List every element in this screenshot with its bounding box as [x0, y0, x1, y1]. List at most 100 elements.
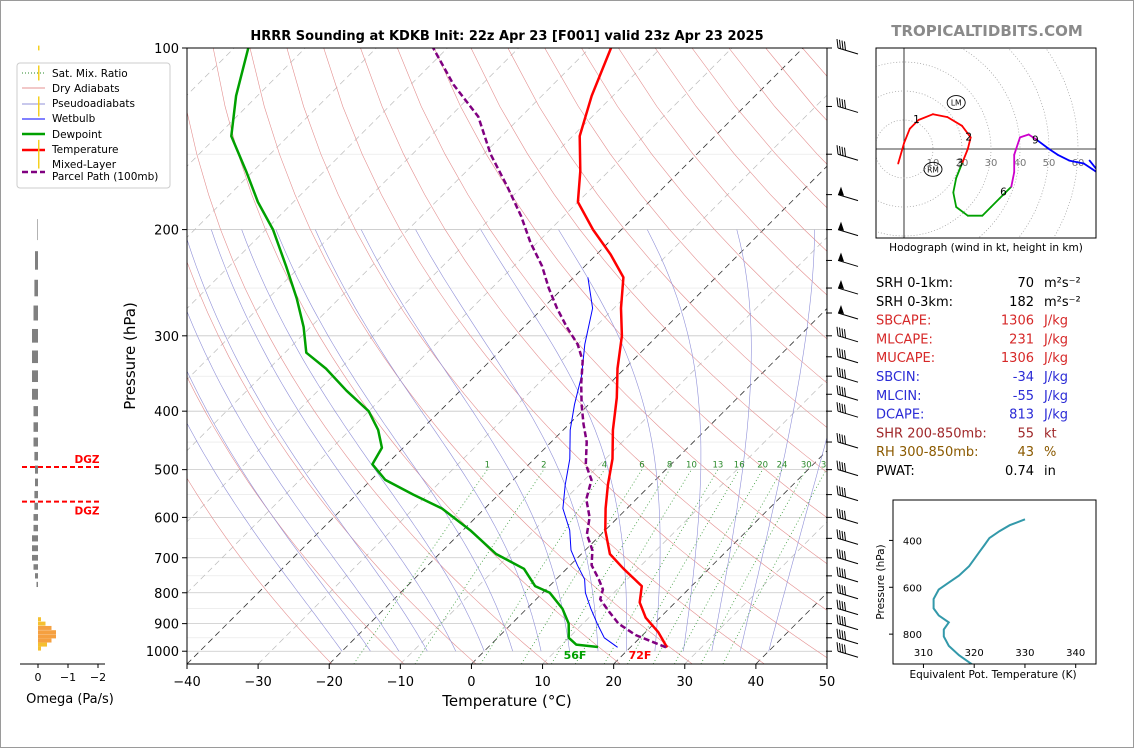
y-tick-label: 600 [154, 511, 179, 526]
hodo-segment [1068, 159, 1085, 165]
barb-pennant [838, 305, 844, 315]
theta-e-profile [932, 518, 1026, 664]
mixing-ratio-label: 6 [639, 461, 644, 471]
barb-flag [836, 367, 839, 377]
hodo-segment [1082, 162, 1094, 171]
omega-bar [38, 646, 41, 651]
wind-barb [836, 628, 859, 645]
barb-flag [836, 97, 839, 107]
barb-staff [837, 637, 859, 645]
legend-parcel-line: Mixed-Layer [52, 159, 117, 171]
barb-flag [841, 349, 844, 359]
barb-flag [839, 615, 841, 625]
hodo-segment [955, 206, 969, 217]
dry-adiabat [433, 48, 827, 519]
hodo-segment [1004, 185, 1013, 194]
barb-flag [839, 433, 841, 443]
barb-staff [837, 287, 859, 295]
wind-barb [836, 402, 859, 418]
barb-flag [839, 98, 841, 108]
barb-flag [844, 616, 846, 627]
x-tick-label: 40 [748, 675, 765, 690]
wind-barb [836, 529, 859, 545]
wind-barb [836, 145, 859, 161]
omega-bar [38, 621, 46, 626]
wind-barb [836, 38, 859, 55]
hodo-height-label: 9 [1032, 134, 1039, 146]
hodo-segment [998, 191, 1007, 200]
isotherm-line [755, 592, 827, 664]
wind-barb [836, 548, 859, 565]
barb-flag [844, 404, 846, 414]
sounding-indices: SRH 0-1km: 70 m²s⁻² SRH 0-3km: 182 m²s⁻² SBCAP… [876, 276, 1081, 479]
moist-adiabat [187, 310, 400, 652]
moist-adiabat [315, 229, 542, 652]
barb-flag [844, 601, 846, 612]
x-tick-label: 50 [819, 675, 836, 690]
hodo-segment [897, 142, 905, 165]
isotherm-line [826, 663, 827, 664]
moist-adiabat [187, 422, 343, 652]
y-tick-label: 700 [154, 552, 179, 567]
barb-flag [841, 99, 844, 109]
skewt-axes: −40 −30 −20 −10 0 10 20 30 40 50 100 200 300 400 500 60… [146, 42, 835, 690]
profile-wetbulb [562, 277, 618, 648]
index-label: RH 300-850mb: [876, 445, 979, 460]
mixing-ratio-line [627, 469, 740, 664]
barb-staff [837, 494, 859, 502]
omega-bar [38, 617, 41, 622]
mixing-ratio-line [480, 469, 605, 664]
moist-adiabat [211, 229, 457, 652]
wind-barb [836, 614, 859, 631]
dry-adiabat [323, 48, 827, 659]
legend-parcel-line: Parcel Path (100mb) [52, 171, 158, 183]
profile-temperature [576, 48, 669, 649]
dry-adiabat [397, 48, 827, 565]
barb-flag [841, 403, 844, 413]
x-tick-label: −30 [244, 675, 271, 690]
isotherm-line [187, 48, 377, 238]
index-label: DCAPE: [876, 408, 924, 423]
barb-staff [837, 259, 859, 267]
barb-flag [841, 434, 844, 444]
barb-flag [836, 583, 839, 593]
omega-bar [34, 279, 38, 297]
hodo-segment [952, 191, 958, 208]
omega-bar [32, 388, 38, 400]
barb-flag [844, 147, 846, 157]
wind-barb [836, 460, 859, 477]
mixing-ratio-line [700, 469, 807, 664]
legend-temperature: Temperature [51, 144, 119, 156]
legend-wetbulb: Wetbulb [52, 113, 96, 125]
barb-flag [836, 385, 839, 395]
barb-flag [844, 435, 846, 445]
hodo-motion-marker [946, 95, 966, 111]
hodo-height-label: 6 [1000, 187, 1007, 199]
skewt-profiles [230, 48, 669, 649]
index-value: -34 [1013, 370, 1034, 385]
omega-bar [32, 554, 38, 561]
barb-flag [839, 386, 841, 396]
barb-staff [837, 335, 859, 343]
moist-adiabat [187, 370, 371, 652]
moist-adiabat [275, 229, 513, 652]
barb-flag [841, 550, 844, 560]
y-tick-label: 400 [154, 405, 179, 420]
index-value: 43 [1017, 445, 1034, 460]
index-unit: m²s⁻² [1044, 276, 1081, 291]
index-unit: J/kg [1043, 389, 1068, 404]
barb-flag [841, 40, 844, 50]
theta-x-tick-label: 330 [1015, 648, 1034, 659]
omega-bar [38, 45, 40, 51]
y-tick-label: 500 [154, 464, 179, 479]
barb-flag [841, 386, 844, 396]
mixing-ratio-line [521, 469, 643, 664]
omega-bar [33, 524, 38, 532]
barb-staff [837, 441, 859, 449]
dry-adiabat [470, 48, 827, 473]
index-unit: J/kg [1043, 314, 1068, 329]
barb-pennant [838, 280, 844, 290]
barb-flag [836, 508, 839, 518]
index-label: SBCAPE: [876, 314, 931, 329]
